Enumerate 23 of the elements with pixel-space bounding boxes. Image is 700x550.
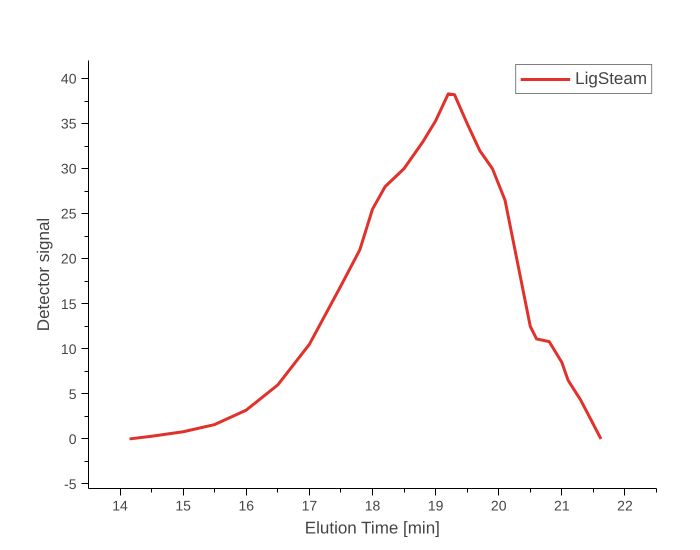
y-tick-label: 40 xyxy=(60,70,77,87)
y-tick-label: 15 xyxy=(60,296,77,312)
x-tick-label: 21 xyxy=(554,498,570,514)
y-tick-label: 20 xyxy=(60,250,77,267)
x-axis-title: Elution Time [min] xyxy=(304,518,440,538)
x-tick-label: 14 xyxy=(112,498,128,514)
x-tick-label: 15 xyxy=(175,498,192,514)
y-tick-label: 5 xyxy=(68,386,77,402)
x-tick-label: 18 xyxy=(364,498,380,514)
y-tick-label: 10 xyxy=(60,340,77,357)
x-tick-label: 22 xyxy=(617,498,633,514)
y-tick-label: 25 xyxy=(60,206,77,222)
y-tick-label: -5 xyxy=(64,476,77,492)
x-tick-label: 17 xyxy=(302,498,318,514)
y-tick-label: 30 xyxy=(60,160,77,177)
y-axis-title: Detector signal xyxy=(34,218,53,332)
x-tick-label: 20 xyxy=(490,498,507,514)
x-tick-label: 16 xyxy=(238,498,254,514)
legend-label: LigSteam xyxy=(575,69,647,89)
x-tick-label: 19 xyxy=(428,498,444,514)
line-series xyxy=(128,92,602,440)
y-tick-label: 35 xyxy=(60,116,77,132)
y-tick-label: 0 xyxy=(68,430,77,447)
